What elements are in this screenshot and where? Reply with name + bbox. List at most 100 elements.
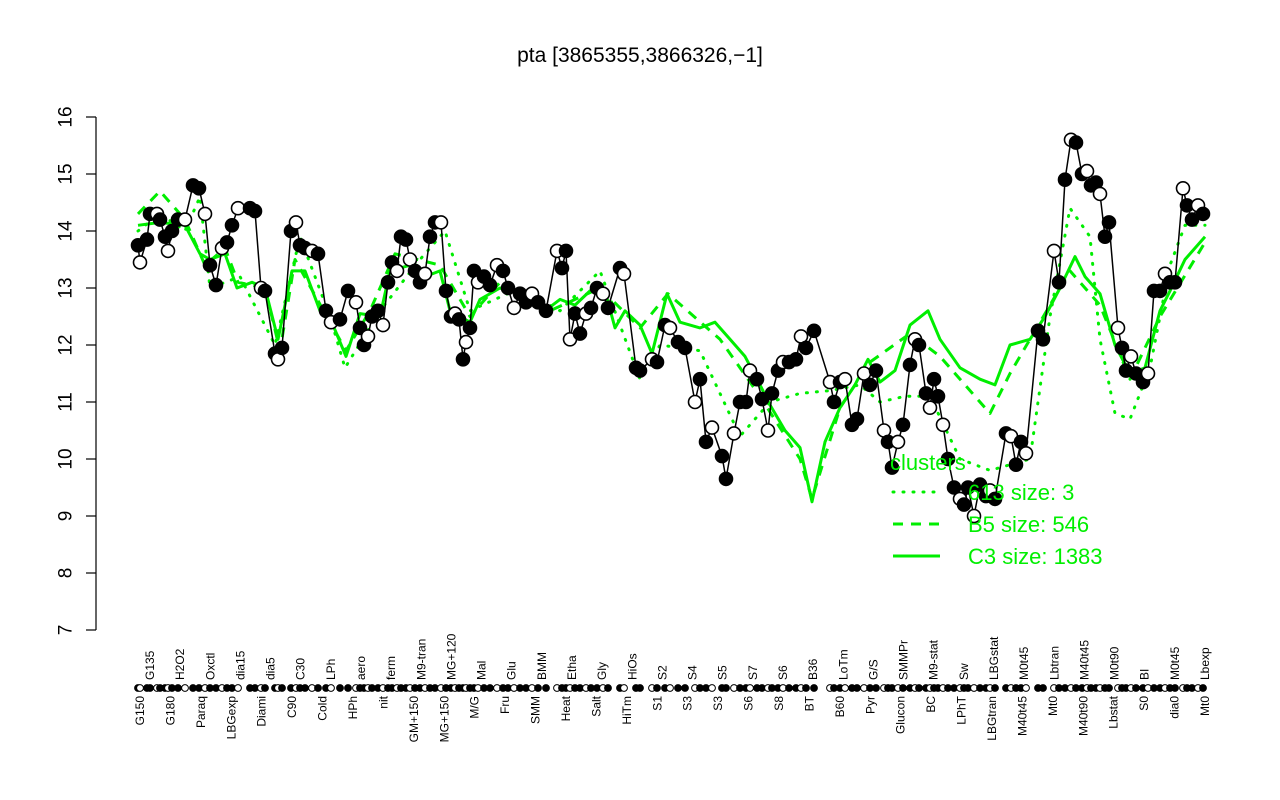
data-point (1018, 445, 1034, 461)
category-marker (1132, 684, 1140, 692)
cluster-line-dotted (136, 195, 1207, 472)
x-category-label-bottom: LBGexp (224, 696, 238, 740)
data-point (600, 300, 616, 316)
x-category-label-top: G/S (866, 659, 880, 680)
data-point (1140, 366, 1156, 381)
category-marker (604, 684, 612, 692)
x-category-label-top: M0t45 (1017, 646, 1031, 680)
category-marker (234, 684, 242, 692)
category-marker (542, 684, 550, 692)
category-marker (327, 684, 335, 692)
x-category-label-top: S6 (776, 665, 790, 680)
x-category-label-bottom: LPhT (955, 695, 969, 724)
category-marker (653, 684, 661, 692)
y-tick-label: 8 (56, 568, 77, 579)
data-point (922, 400, 938, 416)
x-category-label-bottom: S3 (711, 696, 725, 711)
data-point (930, 388, 946, 404)
category-marker (1039, 684, 1047, 692)
data-point (918, 386, 934, 401)
data-point (837, 371, 853, 387)
data-point (572, 326, 588, 341)
x-category-label-top: MG+120 (444, 633, 458, 680)
x-category-label-bottom: M40t90 (1076, 696, 1090, 736)
data-point (806, 323, 822, 339)
x-category-label-top: BI (1138, 669, 1152, 680)
x-category-label-bottom: MG+150 (437, 696, 451, 743)
category-marker (336, 684, 344, 692)
category-marker (785, 684, 793, 692)
category-marker (136, 684, 144, 692)
category-marker (991, 684, 999, 692)
y-tick-label: 13 (56, 277, 77, 298)
x-axis-category-strip: G150 G180 Paraq LBGexp Diami C90 Cold HPh nit GM+… (133, 633, 1212, 742)
data-point (482, 277, 498, 293)
x-category-label-top: S5 (716, 665, 730, 680)
data-point (764, 386, 780, 401)
data-point (895, 417, 911, 433)
data-point (926, 371, 942, 387)
data-point (495, 263, 511, 279)
y-tick-label: 7 (56, 625, 77, 636)
category-marker (899, 684, 907, 692)
data-point (1097, 229, 1113, 244)
data-point (935, 417, 951, 433)
category-marker (301, 684, 309, 692)
category-marker (915, 684, 923, 692)
data-point (219, 235, 235, 250)
data-point (583, 300, 599, 316)
x-category-label-top: SMMPr (897, 640, 911, 680)
category-marker (674, 684, 682, 692)
x-category-label-top: M0t90 (1108, 646, 1122, 680)
category-marker (810, 684, 818, 692)
x-category-label-bottom: M40t45 (1015, 696, 1029, 736)
category-marker (620, 684, 628, 692)
data-point (718, 471, 734, 487)
data-point (1101, 215, 1117, 230)
data-point (1035, 331, 1051, 347)
data-point (433, 215, 449, 230)
legend-label: 613 size: 3 (968, 480, 1074, 505)
x-category-label-top: H2O2 (173, 648, 187, 680)
data-point (946, 480, 962, 495)
data-point (714, 448, 730, 464)
data-point (884, 460, 900, 475)
x-category-label-top: S7 (746, 665, 760, 680)
expression-series (130, 132, 1211, 524)
x-category-label-top: ferm (384, 656, 398, 680)
x-category-label-bottom: Pyr (863, 696, 877, 714)
category-marker (1105, 684, 1113, 692)
category-marker (174, 684, 182, 692)
data-point (152, 212, 168, 227)
data-point (1092, 186, 1108, 202)
data-point (554, 260, 570, 276)
category-marker (534, 684, 542, 692)
x-category-label-top: dia5 (264, 657, 278, 680)
x-category-label-top: M9-tran (414, 639, 428, 680)
data-point (164, 223, 180, 239)
x-category-label-top: C30 (294, 658, 308, 680)
x-category-label-top: LPh (324, 659, 338, 680)
data-point (1152, 283, 1168, 299)
category-marker (681, 684, 689, 692)
data-point (257, 283, 273, 299)
data-point (558, 243, 574, 259)
data-point (798, 340, 814, 356)
data-point (662, 320, 678, 336)
x-category-label-bottom: B60 (833, 696, 847, 718)
category-marker (636, 684, 644, 692)
data-point (160, 243, 176, 259)
data-point (455, 351, 471, 367)
x-category-label-bottom: BC (924, 696, 938, 713)
x-category-label-bottom: Heat (559, 695, 573, 721)
legend-label: C3 size: 1383 (968, 544, 1103, 569)
data-point (677, 340, 693, 356)
data-point (132, 255, 148, 270)
category-marker (261, 684, 269, 692)
data-point (506, 300, 522, 316)
data-point (375, 317, 391, 333)
x-category-label-bottom: dia0 (1168, 696, 1182, 719)
x-category-label-bottom: S3 (681, 696, 695, 711)
